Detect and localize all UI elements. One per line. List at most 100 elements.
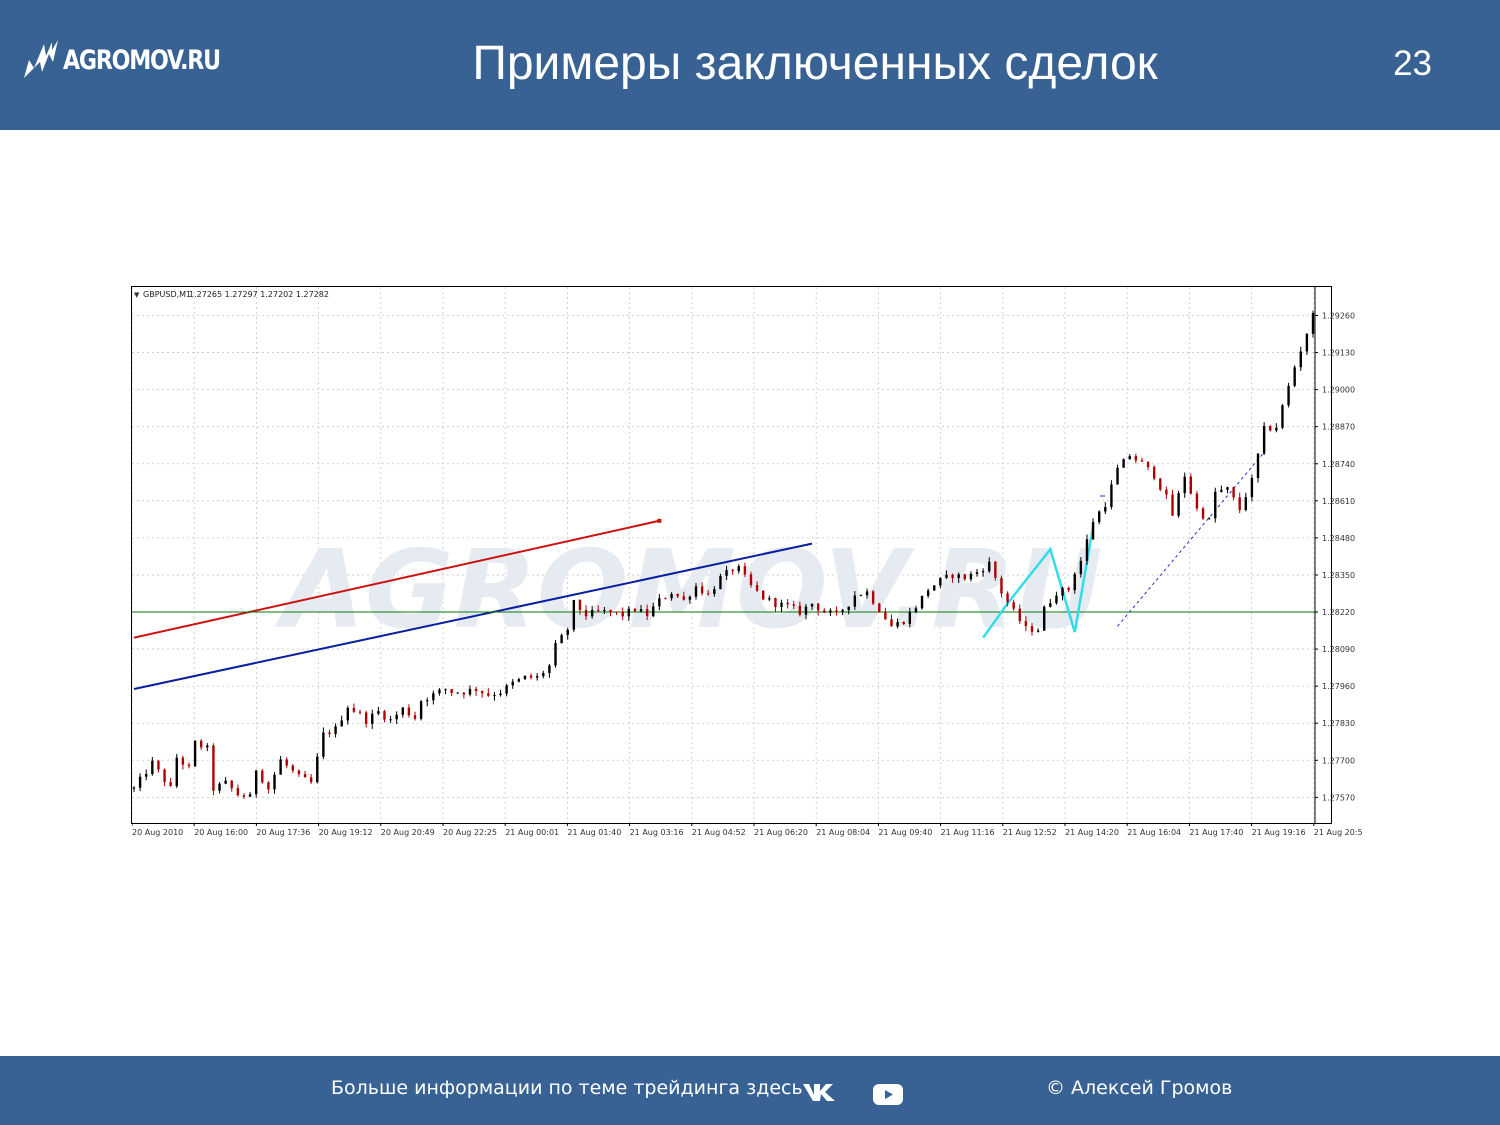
candle-body [1214,491,1217,519]
candle-body [322,732,325,757]
candle-body [884,612,887,620]
candle-body [1104,507,1107,512]
candle-body [1091,522,1095,540]
x-tick-label: 20 Aug 20:49 [381,828,435,837]
candle-body [145,774,148,777]
x-tick-label: 21 Aug 03:16 [630,828,684,837]
candle-body [273,774,276,790]
candle-body [468,688,472,695]
candle-body [163,769,166,783]
candle-body [1311,313,1315,334]
vk-icon[interactable] [802,1082,836,1102]
candle-body [138,776,142,788]
candle-body [1079,560,1083,575]
candle-body [1146,461,1150,468]
candle-body [340,720,343,727]
candle-body [1195,493,1199,509]
logo[interactable]: AGROMOV.RU [22,38,254,82]
candle-body [395,714,398,720]
candle-body [847,606,850,611]
candle-body [1244,497,1248,510]
candle-body [939,577,942,586]
candle-body [248,794,252,797]
candle-body [694,586,698,597]
candle-body [725,570,728,576]
candle-body [737,566,740,572]
page-number: 23 [1393,44,1432,83]
candle-body [224,780,227,784]
candle-body [285,759,288,766]
candle-body [169,782,172,787]
candle-body [303,774,307,778]
candle-body [670,593,673,599]
candle-body [566,629,569,635]
candle-body [548,665,551,673]
y-tick-label: 1.28870 [1322,423,1355,432]
candle-body [1293,367,1296,386]
candle-body [1043,606,1046,631]
chart-ohlc-label: 1.27265 1.27297 1.27202 1.27282 [189,290,329,299]
candle-body [1171,494,1174,516]
candle-body [438,689,441,694]
candle-body [652,606,655,617]
candle-body [554,643,557,666]
header-bar: AGROMOV.RU Примеры заключенных сделок 23 [0,0,1500,130]
candle-body [1049,603,1052,607]
candle-body [419,701,423,719]
x-tick-label: 21 Aug 20:52 [1314,828,1362,837]
candle-body [1067,587,1070,591]
candle-body [560,634,563,644]
candle-body [1183,476,1186,494]
candle-body [242,795,246,797]
candle-body [786,602,789,605]
trendline [133,542,813,690]
candle-body [1152,467,1156,479]
candle-body [981,571,985,573]
candle-body [199,740,203,748]
candle-body [920,595,924,609]
trendline-anchor [657,518,662,523]
candle-body [505,685,508,694]
y-tick-label: 1.28350 [1322,571,1355,580]
x-tick-label: 21 Aug 14:20 [1065,828,1119,837]
candle-body [206,745,209,748]
candle-body [1281,405,1284,428]
candle-body [1012,602,1015,609]
candle-body [572,600,576,630]
candle-body [994,561,997,578]
candle-body [432,693,435,701]
candle-body [523,675,527,680]
candle-body [688,596,692,600]
candle-body [1018,608,1021,622]
candle-body [157,760,160,770]
candle-body [1299,351,1302,368]
candle-body [700,586,704,594]
candle-body [297,770,301,775]
candle-body [1189,476,1193,494]
candle-body [474,688,478,692]
y-tick-label: 1.28740 [1322,460,1355,469]
candle-body [328,732,331,734]
candle-body [481,691,484,694]
candle-body [487,693,490,696]
y-tick-label: 1.29000 [1322,386,1355,395]
candle-body [1122,459,1125,468]
candle-body [1061,587,1064,596]
candle-body [316,756,319,783]
candle-body [749,574,753,586]
candle-body [1073,574,1076,591]
candle-body [1140,460,1144,462]
candle-body [542,672,545,677]
candle-body [645,609,649,617]
candle-body [1220,489,1223,492]
candle-body [426,700,429,702]
candle-body [707,593,710,595]
candle-body [1055,595,1058,604]
chart-symbol-label: GBPUSD,M1 [143,290,191,299]
x-tick-label: 21 Aug 08:04 [816,828,870,837]
candle-body [212,745,215,791]
youtube-icon[interactable] [873,1084,903,1105]
candle-body [823,610,826,613]
candle-body [346,707,350,721]
candle-body [1250,478,1254,498]
